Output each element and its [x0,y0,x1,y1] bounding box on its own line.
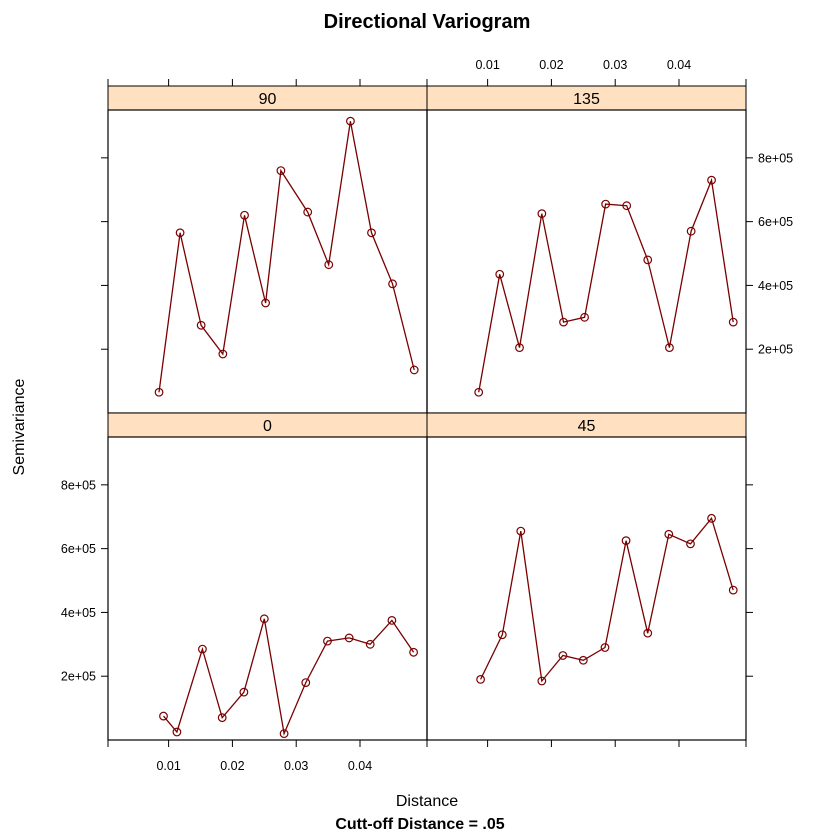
y-tick-label-left-0: 2e+05 [61,670,96,684]
panel-0: 0 2e+05 4e+05 6e+05 8e+05 0.01 0.02 0.03 0.04 [61,412,428,773]
data-point-135-3 [515,343,524,353]
x-tick-label-bottom-0: 0.01 [156,759,180,773]
x-tick-label-top-1: 0.02 [539,58,563,72]
panel-frame-90 [107,109,428,414]
panels-layer: 90 135 2e+05 4e+05 6e+05 8e+05 0.01 0.02 0.03 0.0… [61,58,793,773]
panel-135: 135 2e+05 4e+05 6e+05 8e+05 0.01 0.02 0.03 0.04 [426,58,793,414]
data-point-90-12 [388,279,397,289]
data-point-0-3 [198,644,207,654]
data-point-135-10 [665,343,674,353]
series-line-90 [158,121,415,393]
y-tick-label-left-2: 6e+05 [61,542,96,556]
panel-frame-135 [426,109,747,414]
data-point-0-7 [279,729,289,739]
strip-label-135: 135 [573,91,600,108]
strip-0 [107,412,428,438]
data-point-45-1 [476,675,485,684]
x-tick-label-bottom-2: 0.03 [284,759,308,773]
data-point-90-3 [196,320,206,330]
data-point-90-10 [346,116,355,126]
data-point-45-7 [600,643,610,652]
x-tick-label-bottom-1: 0.02 [220,759,244,773]
data-point-45-3 [516,526,526,536]
strip-45 [426,412,747,438]
data-point-135-8 [622,201,632,211]
x-tick-label-bottom-3: 0.04 [348,759,372,773]
data-point-0-2 [172,727,182,737]
data-point-0-13 [409,647,419,657]
y-tick-label-right-0: 2e+05 [758,343,793,357]
data-point-45-5 [558,651,568,660]
x-tick-label-top-0: 0.01 [475,58,499,72]
data-point-135-13 [728,317,738,327]
data-point-90-2 [175,228,185,238]
data-point-45-8 [621,536,631,546]
data-point-0-5 [239,687,249,697]
data-point-45-9 [643,628,653,638]
data-point-90-7 [276,166,286,176]
x-tick-label-top-3: 0.04 [667,58,691,72]
series-line-135 [478,177,734,393]
series-line-45 [480,516,734,683]
data-point-45-6 [578,655,588,665]
y-tick-label-right-1: 4e+05 [758,279,793,293]
x-axis-label: Distance [396,793,458,810]
y-axis-label: Semivariance [11,378,28,475]
panel-90: 90 [101,79,428,414]
data-point-135-9 [643,255,653,265]
data-point-135-7 [601,199,611,209]
data-point-135-5 [559,317,568,327]
data-point-0-1 [159,711,168,721]
strip-90 [107,85,428,111]
x-tick-label-top-2: 0.03 [603,58,627,72]
data-point-135-4 [537,209,547,219]
strip-135 [426,85,747,111]
y-tick-label-left-1: 4e+05 [61,606,96,620]
data-point-90-1 [154,387,164,397]
data-point-90-8 [303,207,313,217]
series-line-0 [163,618,415,736]
data-point-45-11 [686,539,695,549]
data-point-0-10 [344,633,354,643]
y-tick-label-left-3: 8e+05 [61,478,96,492]
data-point-90-4 [218,349,228,359]
data-point-0-6 [259,614,269,624]
chart-subtitle: Cutt-off Distance = .05 [335,816,504,833]
data-point-0-9 [323,636,332,646]
strip-label-0: 0 [263,418,272,435]
data-point-45-10 [664,529,674,539]
data-point-45-4 [537,676,547,686]
strip-label-90: 90 [259,91,277,108]
data-point-90-11 [367,228,376,238]
data-point-135-11 [686,226,696,236]
strip-label-45: 45 [578,418,596,435]
data-point-45-12 [707,513,716,523]
panel-frame-45 [426,436,747,741]
y-tick-label-right-2: 6e+05 [758,215,793,229]
data-point-135-6 [580,312,589,322]
data-point-90-13 [409,365,419,375]
data-point-45-2 [497,630,507,640]
data-point-90-5 [240,210,249,220]
data-point-0-12 [387,615,397,625]
panel-45: 45 [426,412,753,747]
panel-frame-0 [107,436,428,741]
data-point-45-13 [728,585,738,595]
data-point-90-6 [261,298,270,308]
y-tick-label-right-3: 8e+05 [758,151,793,165]
data-point-135-12 [707,175,716,185]
data-point-0-11 [365,639,375,649]
data-point-0-4 [217,713,227,723]
data-point-135-2 [495,269,505,279]
data-point-90-9 [324,260,334,270]
data-point-135-1 [474,387,484,397]
chart-title: Directional Variogram [324,11,531,33]
data-point-0-8 [301,678,311,687]
